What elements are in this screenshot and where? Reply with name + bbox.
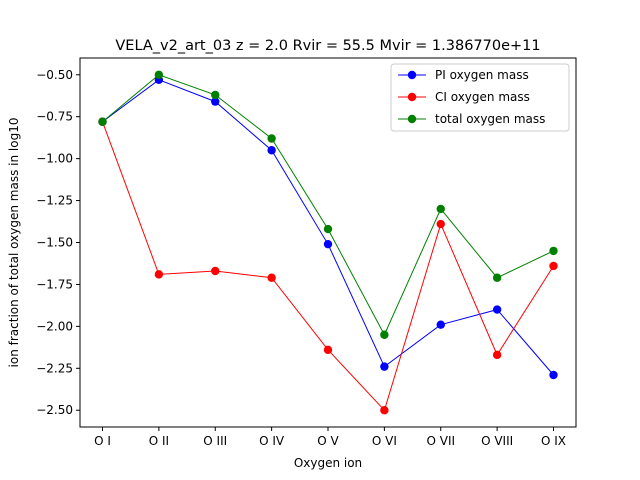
data-point-series-2-6 xyxy=(436,204,445,214)
y-tick-label: −1.00 xyxy=(36,152,73,166)
data-point-series-0-3 xyxy=(267,146,276,155)
y-tick-label: −0.50 xyxy=(36,68,73,82)
x-tick-label: O III xyxy=(203,434,227,448)
x-tick-label: O V xyxy=(317,434,339,448)
legend-marker-1 xyxy=(407,92,417,102)
legend-marker-2 xyxy=(407,114,417,124)
data-point-series-1-4 xyxy=(323,345,333,355)
y-tick-label: −2.00 xyxy=(36,319,73,333)
data-point-series-2-4 xyxy=(323,224,333,234)
data-point-series-1-3 xyxy=(267,273,276,282)
y-tick-label: −2.25 xyxy=(36,361,73,375)
y-tick-label: −1.25 xyxy=(36,194,73,208)
data-point-series-0-4 xyxy=(323,239,333,249)
data-point-series-0-6 xyxy=(436,320,445,329)
data-point-series-0-7 xyxy=(492,305,502,314)
y-tick-label: −0.75 xyxy=(36,110,73,124)
legend-label-1: CI oxygen mass xyxy=(435,90,530,104)
data-point-series-0-2 xyxy=(211,97,220,106)
data-point-series-2-7 xyxy=(492,273,502,282)
plot-area xyxy=(98,70,558,415)
data-point-series-2-1 xyxy=(154,70,164,79)
data-point-series-2-5 xyxy=(380,330,389,339)
x-tick-label: O VII xyxy=(426,434,455,448)
x-tick-label: O VI xyxy=(372,434,397,448)
data-point-series-1-5 xyxy=(380,406,389,415)
legend-label-2: total oxygen mass xyxy=(435,112,545,126)
y-axis-label: ion fraction of total oxygen mass in log… xyxy=(7,118,21,368)
x-tick-label: O II xyxy=(149,434,169,448)
data-point-series-1-8 xyxy=(549,261,558,271)
data-point-series-2-3 xyxy=(267,134,276,143)
data-point-series-2-8 xyxy=(549,246,558,256)
data-point-series-1-1 xyxy=(154,270,164,279)
x-tick-label: O VIII xyxy=(481,434,513,448)
x-tick-label: O IX xyxy=(541,434,566,448)
x-tick-label: O I xyxy=(94,434,111,448)
data-point-series-1-6 xyxy=(436,219,445,229)
axes: O I O II O III O IV O V O VI O VII O VIII O IX −0… xyxy=(36,68,566,448)
legend-label-0: PI oxygen mass xyxy=(435,68,529,82)
data-point-series-0-8 xyxy=(549,370,558,380)
y-tick-label: −1.50 xyxy=(36,236,73,250)
data-point-series-0-5 xyxy=(380,362,389,371)
legend: PI oxygen mass CI oxygen mass total oxygen… xyxy=(390,63,570,132)
legend-box xyxy=(390,63,570,132)
x-axis-label: Oxygen ion xyxy=(294,456,362,470)
legend-marker-0 xyxy=(407,70,417,80)
data-point-series-2-0 xyxy=(98,117,107,126)
y-tick-label: −2.50 xyxy=(36,403,73,417)
y-tick-label: −1.75 xyxy=(36,277,73,291)
data-point-series-2-2 xyxy=(211,90,220,100)
x-tick-label: O IV xyxy=(259,434,285,448)
data-point-series-1-7 xyxy=(492,350,502,360)
chart-title: VELA_v2_art_03 z = 2.0 Rvir = 55.5 Mvir … xyxy=(115,38,540,54)
data-point-series-1-2 xyxy=(211,266,220,276)
